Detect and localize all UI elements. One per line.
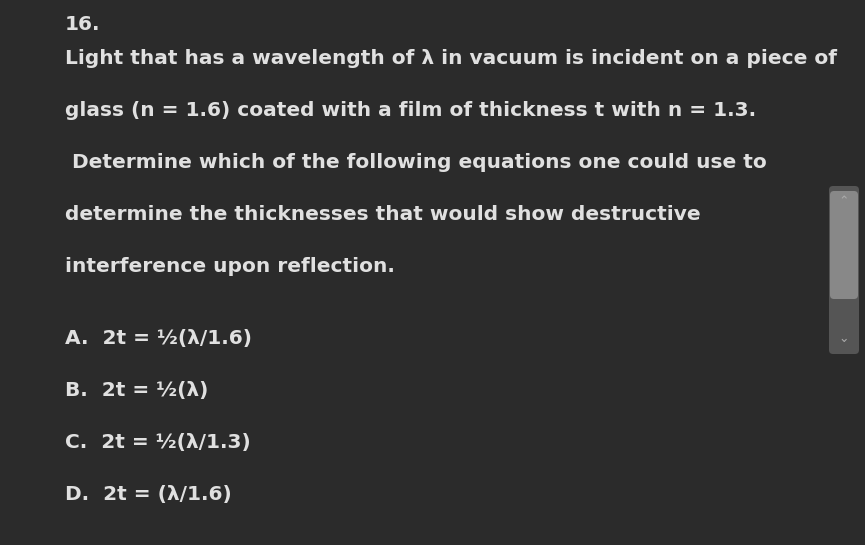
Text: interference upon reflection.: interference upon reflection. xyxy=(65,257,395,276)
Text: ⌃: ⌃ xyxy=(839,196,849,209)
Text: Determine which of the following equations one could use to: Determine which of the following equatio… xyxy=(65,153,766,172)
FancyBboxPatch shape xyxy=(829,186,859,354)
FancyBboxPatch shape xyxy=(830,191,858,299)
Text: Light that has a wavelength of λ in vacuum is incident on a piece of: Light that has a wavelength of λ in vacu… xyxy=(65,49,837,68)
Text: 16.: 16. xyxy=(65,15,100,34)
Text: determine the thicknesses that would show destructive: determine the thicknesses that would sho… xyxy=(65,205,701,224)
Text: A.  2t = ½(λ/1.6): A. 2t = ½(λ/1.6) xyxy=(65,329,252,348)
Text: C.  2t = ½(λ/1.3): C. 2t = ½(λ/1.3) xyxy=(65,433,251,452)
Text: B.  2t = ½(λ): B. 2t = ½(λ) xyxy=(65,381,208,400)
Text: D.  2t = (λ/1.6): D. 2t = (λ/1.6) xyxy=(65,485,232,504)
Text: glass (n = 1.6) coated with a film of thickness t with n = 1.3.: glass (n = 1.6) coated with a film of th… xyxy=(65,101,756,120)
Text: ⌄: ⌄ xyxy=(839,331,849,344)
